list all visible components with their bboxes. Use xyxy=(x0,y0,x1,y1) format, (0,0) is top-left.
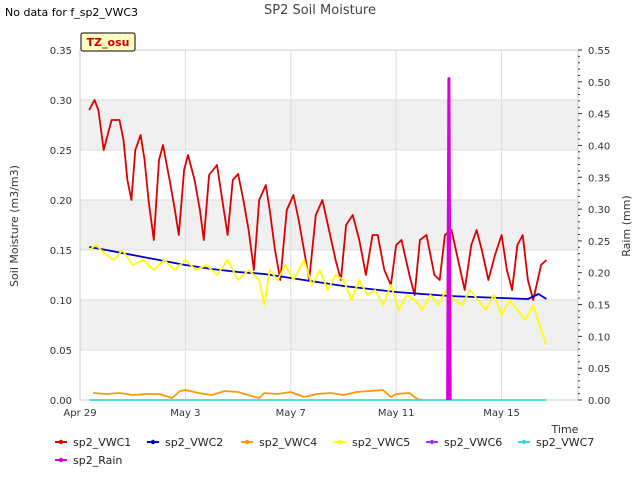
series-line-sp2_VWC5 xyxy=(88,244,548,346)
legend-item: sp2_VWC4 xyxy=(241,436,317,449)
y-tick-label: 0.00 xyxy=(50,396,72,407)
y-tick-label: 0.10 xyxy=(50,296,72,307)
plot-band xyxy=(80,100,578,150)
plot-band xyxy=(80,200,578,250)
plot-band xyxy=(80,300,578,350)
legend-marker xyxy=(429,439,435,445)
legend-label: sp2_VWC4 xyxy=(259,436,317,449)
y2-tick-label: 0.50 xyxy=(588,78,610,89)
legend-item: sp2_VWC6 xyxy=(426,436,502,449)
legend: sp2_VWC1 sp2_VWC2 sp2_VWC4 sp2_VWC5 sp2_VWC6… xyxy=(55,436,594,467)
y2-tick-label: 0.30 xyxy=(588,205,610,216)
legend-marker xyxy=(244,439,250,445)
x-axis-label: Time xyxy=(551,423,579,436)
y-axis-label: Soil Moisture (m3/m3) xyxy=(8,165,21,287)
timezone-badge: TZ_osu xyxy=(80,32,136,52)
legend-label: sp2_VWC7 xyxy=(536,436,594,449)
chart-title: SP2 Soil Moisture xyxy=(263,3,376,18)
series-line-sp2_VWC4 xyxy=(93,389,423,401)
y-tick-label: 0.25 xyxy=(50,146,72,157)
y2-tick-label: 0.35 xyxy=(588,173,610,184)
y2-tick-label: 0.15 xyxy=(588,301,610,312)
legend-item: sp2_Rain xyxy=(55,454,122,467)
legend-label: sp2_VWC6 xyxy=(444,436,502,449)
legend-label: sp2_VWC1 xyxy=(73,436,131,449)
legend-item: sp2_VWC2 xyxy=(147,436,223,449)
y-tick-label: 0.20 xyxy=(50,196,72,207)
y2-tick-label: 0.20 xyxy=(588,269,610,280)
legend-item: sp2_VWC5 xyxy=(334,436,410,449)
left-y-axis: 0.00 0.05 0.10 0.15 0.20 0.25 0.30 0.35 xyxy=(50,46,72,407)
series-line-sp2_Rain xyxy=(446,77,452,401)
timezone-badge-label: TZ_osu xyxy=(87,36,130,49)
x-tick-label: May 3 xyxy=(170,408,200,419)
x-tick-label: May 11 xyxy=(378,408,415,419)
y2-tick-label: 0.00 xyxy=(588,396,610,407)
y2-tick-label: 0.10 xyxy=(588,332,610,343)
legend-label: sp2_VWC5 xyxy=(352,436,410,449)
legend-marker xyxy=(58,439,64,445)
y-tick-label: 0.15 xyxy=(50,246,72,257)
series-line-sp2_VWC1 xyxy=(88,99,548,301)
series-layer xyxy=(88,77,548,401)
no-data-message: No data for f_sp2_VWC3 xyxy=(5,6,139,19)
legend-marker xyxy=(58,457,64,463)
x-tick-label: Apr 29 xyxy=(63,408,96,419)
legend-marker xyxy=(337,439,343,445)
legend-marker xyxy=(150,439,156,445)
y2-tick-label: 0.25 xyxy=(588,237,610,248)
plot-background-bands xyxy=(80,100,578,350)
legend-item: sp2_VWC1 xyxy=(55,436,131,449)
x-tick-label: May 7 xyxy=(276,408,306,419)
y2-tick-label: 0.55 xyxy=(588,46,610,57)
y2-tick-label: 0.40 xyxy=(588,141,610,152)
legend-item: sp2_VWC7 xyxy=(518,436,594,449)
y-tick-label: 0.35 xyxy=(50,46,72,57)
y2-axis-label: Raim (mm) xyxy=(620,195,633,256)
y2-tick-label: 0.05 xyxy=(588,364,610,375)
y-tick-label: 0.05 xyxy=(50,346,72,357)
y-tick-label: 0.30 xyxy=(50,96,72,107)
right-y-axis: 0.00 0.05 0.10 0.15 0.20 0.25 0.30 0.35 0.40 0.45… xyxy=(578,46,610,407)
x-axis: Apr 29 May 3 May 7 May 11 May 15 xyxy=(63,408,519,419)
legend-label: sp2_VWC2 xyxy=(165,436,223,449)
y2-tick-label: 0.45 xyxy=(588,110,610,121)
legend-marker xyxy=(521,439,527,445)
legend-label: sp2_Rain xyxy=(73,454,122,467)
x-tick-label: May 15 xyxy=(483,408,520,419)
